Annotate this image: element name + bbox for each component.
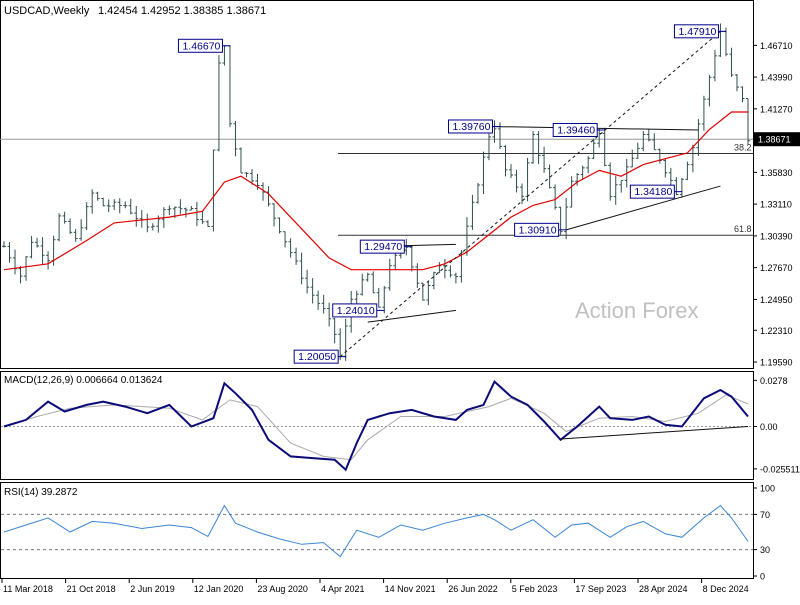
- price-layer: 38.2 61.8 1.46670 1.47910 1.39760 1.39460 1.34…: [0, 23, 753, 364]
- price-y-tick-label: 1.46710: [760, 41, 793, 51]
- macd-layer: [1, 379, 753, 472]
- x-tick-label: 12 Jan 2020: [194, 584, 244, 594]
- x-tick-label: 11 Mar 2018: [3, 584, 53, 594]
- price-label-text: 1.34180: [634, 186, 672, 198]
- last-price-badge: [754, 132, 800, 147]
- x-tick-label: 17 Sep 2023: [575, 584, 626, 594]
- macd-title: MACD(12,26,9) 0.006664 0.013624: [4, 375, 163, 386]
- price-label-text: 1.39460: [557, 124, 595, 136]
- fib-label: 38.2: [734, 142, 752, 152]
- price-y-tick-label: 1.43990: [760, 73, 793, 83]
- moving-average-line: [3, 111, 748, 271]
- rsi-panel: [0, 482, 754, 579]
- price-y-tick-label: 1.27670: [760, 263, 793, 273]
- macd-y-tick-label: -0.025511: [760, 464, 800, 474]
- macd-panel: [0, 371, 754, 480]
- macd-y-tick-label: 0.00: [760, 422, 778, 432]
- x-tick-label: 4 Apr 2021: [321, 584, 365, 594]
- price-label-text: 1.20050: [298, 351, 336, 363]
- x-tick-label: 5 Feb 2023: [512, 584, 558, 594]
- price-y-tick-label: 1.24950: [760, 295, 793, 305]
- x-tick-label: 21 Oct 2018: [67, 584, 116, 594]
- price-label-text: 1.30910: [519, 224, 557, 236]
- price-y-tick-label: 1.35830: [760, 168, 793, 178]
- rsi-y-tick-label: 70: [760, 510, 770, 520]
- axes-layer: 1.467101.439901.412701.385501.358301.331…: [1, 41, 800, 594]
- x-tick-label: 8 Dec 2024: [703, 584, 749, 594]
- price-label-text: 1.24010: [337, 305, 375, 317]
- trendline-range-bottom: [565, 185, 721, 231]
- x-tick-label: 2 Jun 2019: [130, 584, 175, 594]
- last-price-label: 1.38671: [758, 135, 791, 145]
- rsi-line: [3, 504, 749, 558]
- price-y-tick-label: 1.22310: [760, 326, 793, 336]
- x-tick-label: 14 Nov 2021: [385, 584, 436, 594]
- chart-title: USDCAD,Weekly: [4, 5, 90, 17]
- rsi-y-tick-label: 30: [760, 545, 770, 555]
- rsi-y-tick-label: 0: [760, 572, 765, 582]
- macd-line: [3, 379, 749, 472]
- price-y-tick-label: 1.41270: [760, 104, 793, 114]
- rsi-y-tick-label: 100: [760, 484, 775, 494]
- x-tick-label: 23 Aug 2020: [257, 584, 308, 594]
- watermark: Action Forex: [575, 298, 699, 323]
- price-label-text: 1.39760: [452, 121, 490, 133]
- rsi-layer: [1, 504, 753, 558]
- x-tick-label: 28 Apr 2024: [639, 584, 688, 594]
- x-tick-label: 26 Jun 2022: [448, 584, 498, 594]
- trendline-triangle-bottom: [367, 309, 456, 323]
- price-y-tick-label: 1.30390: [760, 231, 793, 241]
- ohlc-header: 1.42454 1.42952 1.38385 1.38671: [98, 5, 266, 17]
- price-y-tick-label: 1.33110: [760, 200, 792, 210]
- macd-y-tick-label: 0.0278: [760, 376, 788, 386]
- fib-label: 61.8: [734, 224, 752, 234]
- price-label-text: 1.46670: [182, 40, 220, 52]
- rsi-title: RSI(14) 39.2872: [4, 487, 78, 498]
- macd-trendline: [560, 426, 749, 440]
- price-label-text: 1.29470: [364, 241, 402, 253]
- price-label-text: 1.47910: [678, 26, 716, 38]
- price-y-tick-label: 1.19590: [760, 358, 793, 368]
